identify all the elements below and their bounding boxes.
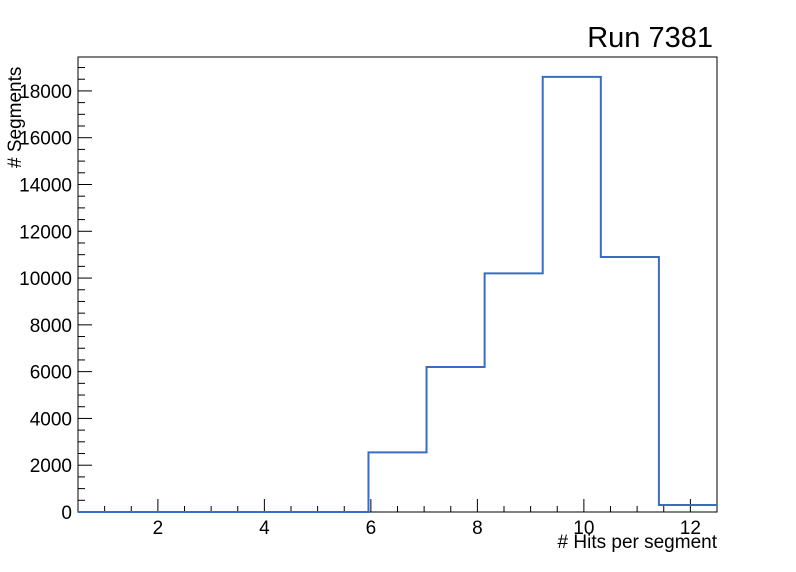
x-axis-tick-label: 10 (573, 518, 594, 539)
histogram-step-line (78, 75, 717, 513)
y-axis-tick-label: 14000 (19, 175, 72, 196)
x-axis-tick-label: 2 (153, 518, 164, 539)
y-axis-tick-label: 12000 (19, 222, 72, 243)
x-axis-tick-label: 8 (472, 518, 483, 539)
y-axis-tick-label: 16000 (19, 129, 72, 150)
x-axis-tick-label: 4 (259, 518, 270, 539)
x-axis-title: # Hits per segment (557, 532, 717, 553)
y-axis-tick-label: 4000 (30, 409, 72, 430)
y-axis-tick-label: 8000 (30, 316, 72, 337)
plot-frame (77, 56, 718, 513)
y-axis-tick-label: 10000 (19, 269, 72, 290)
chart-title: Run 7381 (587, 22, 713, 54)
y-axis-tick-label: 2000 (30, 456, 72, 477)
y-axis-tick-label: 6000 (30, 363, 72, 384)
x-axis-tick-label: 6 (366, 518, 377, 539)
x-axis-tick-label: 12 (680, 518, 701, 539)
y-axis-tick-label: 0 (61, 503, 72, 524)
y-axis-title: # Segments (5, 66, 26, 168)
y-axis-tick-label: 18000 (19, 82, 72, 103)
